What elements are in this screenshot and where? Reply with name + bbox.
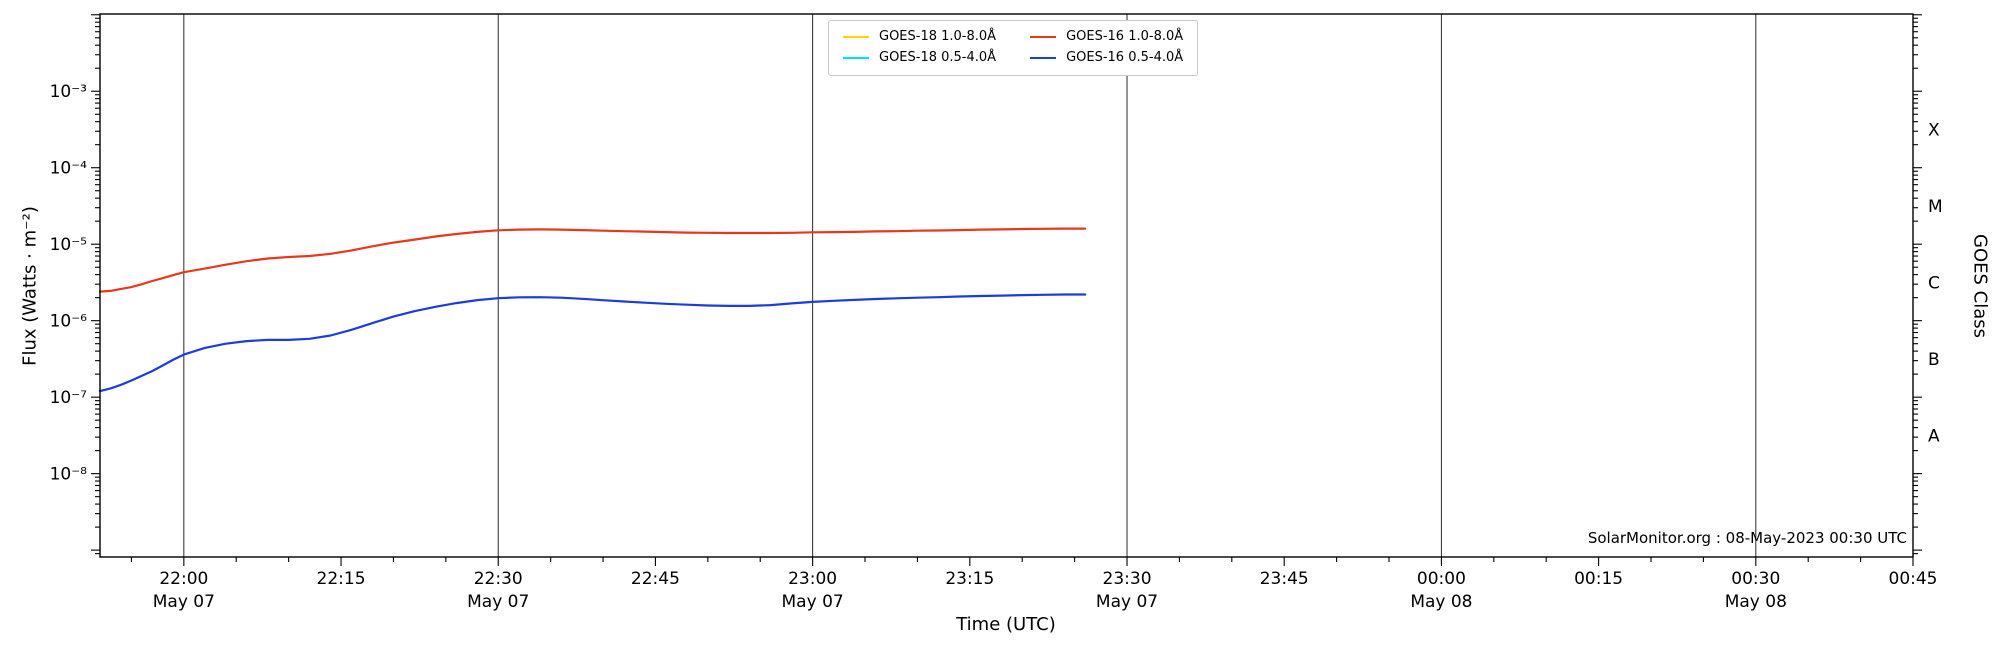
date-gridlines bbox=[183, 14, 1757, 557]
watermark-text: SolarMonitor.org : 08-May-2023 00:30 UTC bbox=[1587, 529, 1907, 547]
y-axis-right-title: GOES Class bbox=[1969, 234, 1991, 338]
y-tick-label: 10⁻⁵ bbox=[50, 235, 87, 255]
y-tick-label: 10⁻³ bbox=[50, 82, 87, 102]
x-tick-label: 23:30 bbox=[1103, 569, 1152, 589]
legend-line-goes18-long-icon bbox=[843, 36, 869, 39]
series-line-goes16-short bbox=[98, 293, 1087, 393]
axis-ticks bbox=[91, 14, 1922, 566]
x-tick-label: 00:00 bbox=[1417, 569, 1466, 589]
x-tick-date-label: May 08 bbox=[1410, 592, 1472, 612]
legend-item-goes16-long: GOES-16 1.0-8.0Å bbox=[1030, 29, 1184, 44]
legend-label: GOES-18 0.5-4.0Å bbox=[879, 50, 997, 66]
x-tick-label: 22:00 bbox=[159, 569, 208, 589]
x-tick-date-label: May 07 bbox=[1096, 592, 1158, 612]
legend: GOES-18 1.0-8.0Å GOES-18 0.5-4.0Å GOES-1… bbox=[828, 20, 1199, 76]
legend-item-goes18-short: GOES-18 0.5-4.0Å bbox=[843, 50, 997, 66]
plot-frame bbox=[99, 13, 1914, 558]
y-tick-label: 10⁻⁷ bbox=[50, 388, 88, 408]
x-tick-label: 00:15 bbox=[1574, 569, 1623, 589]
x-tick-date-label: May 07 bbox=[153, 592, 215, 612]
series-line-goes16-long bbox=[98, 227, 1087, 293]
legend-item-goes16-short: GOES-16 0.5-4.0Å bbox=[1030, 50, 1184, 66]
goes-class-label: X bbox=[1928, 120, 1940, 140]
legend-label: GOES-16 0.5-4.0Å bbox=[1066, 50, 1184, 66]
y-tick-label: 10⁻⁶ bbox=[50, 312, 88, 332]
legend-item-goes18-long: GOES-18 1.0-8.0Å bbox=[843, 29, 997, 44]
x-tick-label: 22:30 bbox=[474, 569, 523, 589]
x-tick-label: 23:45 bbox=[1260, 569, 1309, 589]
legend-line-goes16-long-icon bbox=[1030, 36, 1057, 39]
x-tick-date-label: May 07 bbox=[782, 592, 844, 612]
goes-class-label: M bbox=[1928, 197, 1943, 217]
x-tick-date-label: May 07 bbox=[467, 592, 529, 612]
x-tick-label: 22:15 bbox=[317, 569, 366, 589]
y-axis-title: Flux (Watts · m⁻²) bbox=[19, 206, 41, 366]
x-tick-label: 00:45 bbox=[1889, 569, 1938, 589]
legend-line-goes16-short-icon bbox=[1030, 57, 1057, 60]
goes-class-label: A bbox=[1928, 426, 1940, 446]
legend-line-goes18-short-icon bbox=[843, 57, 869, 60]
x-tick-label: 22:45 bbox=[631, 569, 680, 589]
y-tick-label: 10⁻⁴ bbox=[50, 159, 88, 179]
goes-class-label: B bbox=[1928, 350, 1940, 370]
x-tick-label: 23:15 bbox=[945, 569, 994, 589]
axis-tick-labels: 22:00 May 07 22:15 22:30 May 07 22:45 23:00 May… bbox=[50, 82, 1943, 612]
x-tick-date-label: May 08 bbox=[1725, 592, 1787, 612]
x-tick-label: 23:00 bbox=[788, 569, 837, 589]
legend-label: GOES-18 1.0-8.0Å bbox=[879, 29, 997, 44]
legend-label: GOES-16 1.0-8.0Å bbox=[1066, 29, 1184, 44]
x-axis-title: Time (UTC) bbox=[956, 614, 1056, 635]
series-lines bbox=[98, 227, 1087, 393]
goes-class-label: C bbox=[1928, 273, 1940, 293]
y-tick-label: 10⁻⁸ bbox=[50, 465, 88, 485]
x-tick-label: 00:30 bbox=[1731, 569, 1780, 589]
